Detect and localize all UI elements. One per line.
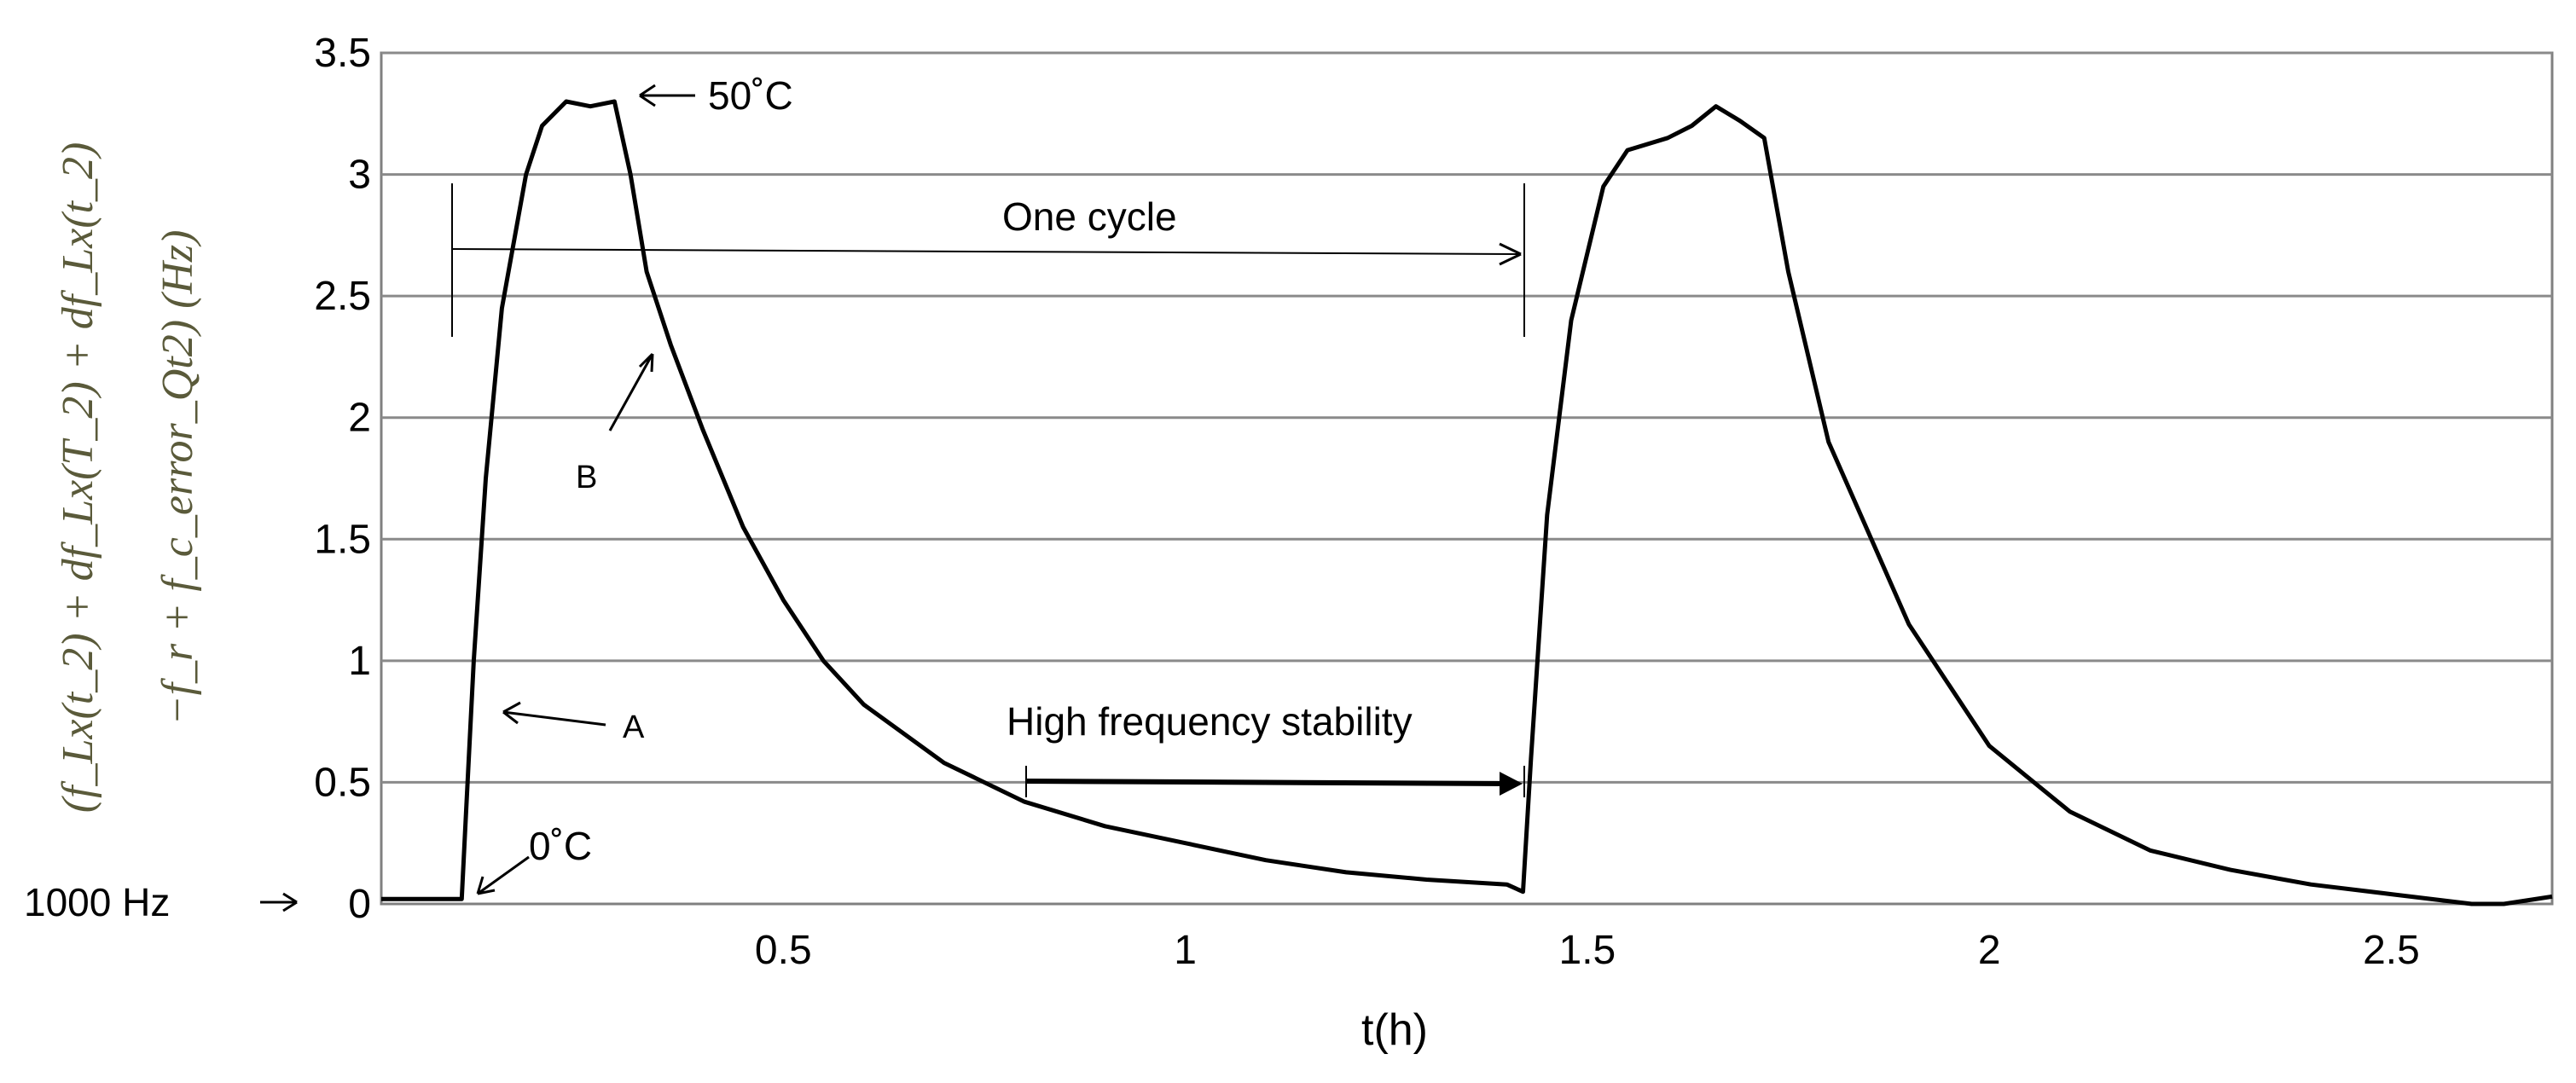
x-tick-labels: 0.5 1 1.5 2 2.5 — [755, 928, 2420, 973]
y-tick-label-5: 2.5 — [314, 274, 371, 319]
annotation-high-frequency-stability: High frequency stability — [1007, 699, 1525, 797]
series-line — [381, 99, 2553, 906]
y-tick-label-4: 2 — [348, 396, 371, 441]
y-tick-labels: 0 0.5 1 1.5 2 2.5 3 3.5 — [314, 31, 371, 927]
y-axis-label-line1: (f_Lx(t_2) + df_Lx(T_2) + df_Lx(t_2) — [54, 142, 102, 814]
annotation-b: B — [576, 352, 654, 495]
arrow-0c — [476, 855, 530, 895]
x-tick-label-4: 2.5 — [2363, 928, 2420, 973]
annotation-0c: 0˚C — [476, 824, 592, 895]
baseline-label: 1000 Hz — [24, 880, 170, 924]
y-axis-label-line2: −f_r + f_c_error_Qt2) (Hz) — [154, 230, 202, 726]
x-axis-label: t(h) — [1361, 1005, 1428, 1055]
label-b: B — [576, 460, 597, 495]
label-50c: 50˚C — [708, 73, 793, 118]
baseline-annotation: 1000 Hz — [24, 880, 298, 924]
x-tick-label-0: 0.5 — [755, 928, 812, 973]
one-cycle-arrowhead — [1499, 242, 1522, 266]
arrow-b — [608, 352, 654, 431]
annotation-one-cycle: One cycle — [451, 183, 1525, 337]
y-tick-label-2: 1 — [348, 639, 371, 684]
hfs-arrow — [1025, 779, 1511, 786]
hfs-arrowhead — [1500, 772, 1523, 796]
y-tick-label-7: 3.5 — [314, 31, 371, 76]
arrow-50c — [639, 84, 695, 107]
label-0c: 0˚C — [529, 824, 592, 868]
arrow-a — [502, 701, 606, 727]
label-a: A — [623, 709, 645, 745]
y-tick-label-0: 0 — [348, 882, 371, 927]
plot-background — [380, 51, 2554, 906]
one-cycle-arrow — [451, 248, 1519, 255]
x-tick-label-1: 1 — [1174, 928, 1197, 973]
x-tick-label-3: 2 — [1978, 928, 2001, 973]
y-tick-label-3: 1.5 — [314, 517, 371, 562]
y-tick-label-6: 3 — [348, 153, 371, 198]
label-high-frequency-stability: High frequency stability — [1007, 699, 1413, 744]
annotation-a: A — [502, 701, 645, 745]
baseline-arrow — [260, 892, 298, 912]
y-tick-label-1: 0.5 — [314, 760, 371, 805]
label-one-cycle: One cycle — [1002, 194, 1177, 239]
y-axis-label: (f_Lx(t_2) + df_Lx(T_2) + df_Lx(t_2) −f_… — [54, 142, 202, 814]
grid-lines — [381, 51, 2552, 784]
annotation-50c: 50˚C — [639, 73, 793, 118]
x-tick-label-2: 1.5 — [1559, 928, 1616, 973]
